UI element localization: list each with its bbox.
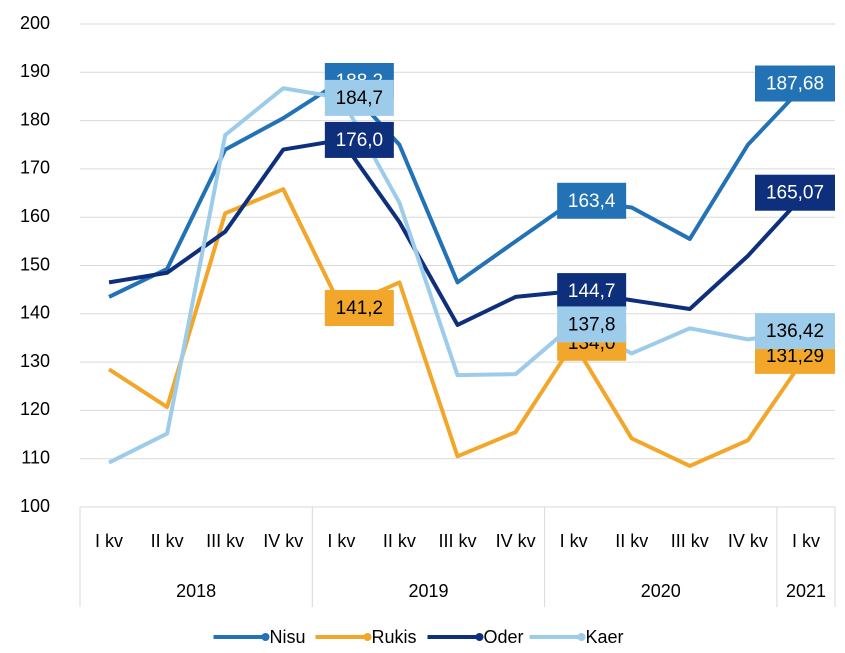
- x-tick-label: II kv: [151, 531, 184, 551]
- y-tick-label: 160: [20, 206, 50, 226]
- data-label: 131,29: [766, 346, 824, 367]
- x-group-label: 2020: [641, 581, 681, 601]
- x-tick-label: IV kv: [263, 531, 303, 551]
- y-tick-label: 140: [20, 303, 50, 323]
- y-tick-label: 200: [20, 13, 50, 33]
- x-tick-label: III kv: [206, 531, 244, 551]
- data-label-box: [755, 313, 835, 350]
- y-tick-label: 120: [20, 399, 50, 419]
- legend-label: Nisu: [270, 627, 306, 647]
- data-label: 165,07: [766, 183, 824, 204]
- y-tick-label: 170: [20, 158, 50, 178]
- legend-label: Oder: [484, 627, 524, 647]
- data-label-box: [755, 174, 835, 211]
- data-label: 176,0: [336, 130, 384, 151]
- data-label-box: [557, 182, 627, 219]
- data-label-box: [324, 290, 394, 327]
- data-label: 163,4: [568, 191, 616, 212]
- legend-label: Kaer: [586, 627, 624, 647]
- series-line: [108, 86, 807, 465]
- x-tick-label: III kv: [438, 531, 476, 551]
- data-label: 144,7: [568, 281, 616, 302]
- x-tick-label: I kv: [327, 531, 355, 551]
- x-group-label: 2021: [786, 581, 826, 601]
- legend-label: Rukis: [372, 627, 417, 647]
- data-label-box: [557, 273, 627, 310]
- data-label-box: [324, 79, 394, 116]
- x-tick-label: I kv: [560, 531, 588, 551]
- data-label: 136,42: [766, 321, 824, 342]
- x-group-label: 2018: [176, 581, 216, 601]
- x-tick-label: IV kv: [496, 531, 536, 551]
- data-label: 187,68: [766, 74, 824, 95]
- series-line: [108, 137, 808, 327]
- x-tick-label: II kv: [383, 531, 416, 551]
- data-label: 137,8: [568, 314, 616, 335]
- y-tick-label: 100: [20, 496, 50, 516]
- series-line: [107, 187, 808, 468]
- data-label-box: [557, 306, 627, 343]
- x-tick-label: I kv: [95, 531, 123, 551]
- x-tick-label: III kv: [671, 531, 709, 551]
- x-group-label: 2019: [408, 581, 448, 601]
- legend-marker: [475, 633, 484, 641]
- y-tick-label: 190: [20, 61, 50, 81]
- data-label-box: [324, 121, 394, 158]
- data-label-box: [755, 65, 835, 102]
- y-tick-label: 110: [21, 447, 50, 467]
- x-tick-label: I kv: [792, 531, 820, 551]
- x-tick-label: IV kv: [728, 531, 768, 551]
- legend-marker: [363, 633, 372, 641]
- data-label: 141,2: [336, 298, 384, 319]
- legend-marker: [261, 633, 270, 641]
- x-tick-label: II kv: [615, 531, 648, 551]
- data-label: 184,7: [336, 88, 384, 109]
- series-line: [108, 78, 808, 299]
- y-tick-label: 150: [20, 254, 50, 274]
- y-tick-label: 180: [20, 109, 50, 129]
- y-tick-label: 130: [20, 351, 50, 371]
- legend-marker: [577, 633, 586, 641]
